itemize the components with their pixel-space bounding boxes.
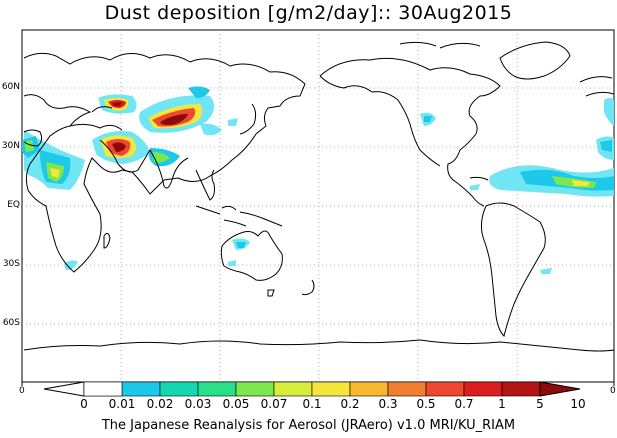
colorbar-box [349,381,389,397]
lat-label-30n: 30N [1,141,20,151]
colorbar-box [235,381,275,397]
colorbar-box [501,381,541,397]
colorbar-box [273,381,313,397]
graticule [22,30,614,382]
colorbar-label: 1 [498,397,506,411]
right-edge-label: 0 [610,386,616,396]
colorbar-label: 0.01 [108,397,136,411]
map-title: Dust deposition [g/m2/day]:: 30Aug2015 [104,2,513,24]
colorbar-label: 0.02 [146,397,174,411]
colorbar-arrow-low [43,381,85,397]
lat-label-30s: 30S [2,259,20,269]
colorbar-label: 0.03 [184,397,212,411]
colorbar-label: 10 [570,397,586,411]
colorbar-label: 0.07 [260,397,288,411]
footer-credit: The Japanese Reanalysis for Aerosol (JRA… [101,418,516,433]
colorbar-box [425,381,465,397]
colorbar-label: 0.05 [222,397,250,411]
colorbar-label: 0.2 [340,397,360,411]
left-edge-label: 0 [19,386,25,396]
lat-label-60s: 60S [2,318,20,328]
colorbar-box [387,381,427,397]
colorbar-label: 0 [80,397,88,411]
colorbar-label: 0.7 [454,397,474,411]
colorbar-box [121,381,161,397]
colorbar-box [311,381,351,397]
colorbar [43,381,581,397]
coastlines [23,41,615,352]
lat-label-eq: EQ [7,200,20,210]
edge-tick-marks [21,382,615,386]
colorbar-arrow-high [539,381,581,397]
lat-label-60n: 60N [1,82,20,92]
colorbar-label: 0.3 [378,397,398,411]
colorbar-label: 0.5 [416,397,436,411]
colorbar-box [197,381,237,397]
colorbar-label: 0.1 [302,397,322,411]
dust-shading [22,86,614,274]
colorbar-box [159,381,199,397]
colorbar-box [83,381,123,397]
colorbar-label: 5 [536,397,544,411]
colorbar-box [463,381,503,397]
